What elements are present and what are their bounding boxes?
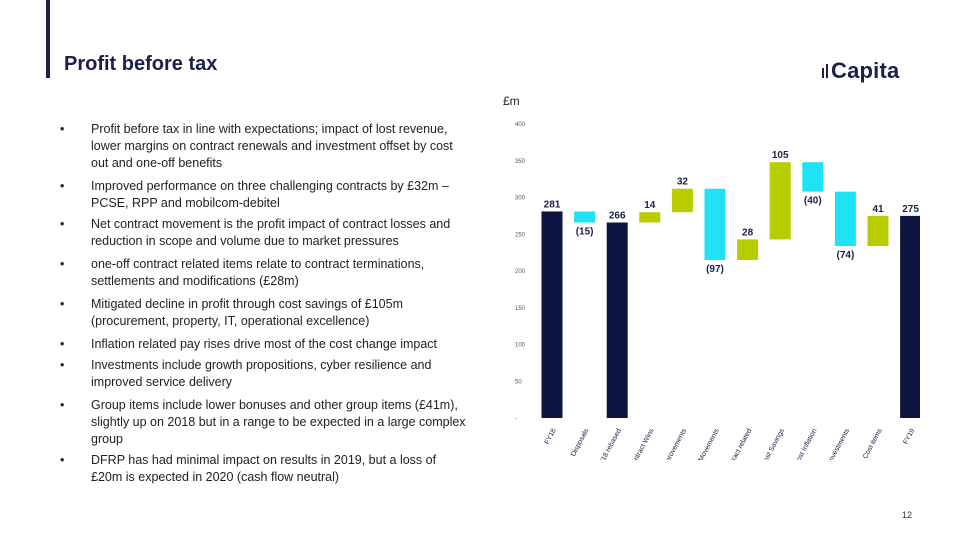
capita-logo: Capita [822, 56, 899, 86]
bullet-text: Group items include lower bonuses and ot… [91, 398, 466, 446]
data-label: (40) [804, 196, 822, 207]
bullet-item: • Investments include growth propositions… [60, 357, 470, 391]
logo-mark-icon [822, 64, 828, 78]
waterfall-bar [737, 239, 759, 260]
bullet-item: • Net contract movement is the profit imp… [60, 216, 470, 250]
waterfall-bar [671, 188, 693, 213]
y-tick-label: 350 [515, 159, 526, 165]
bullet-dot-icon: • [60, 122, 65, 136]
bullet-item: • Profit before tax in line with expectat… [60, 121, 470, 172]
unit-label: £m [503, 94, 520, 108]
bullet-dot-icon: • [60, 358, 65, 372]
waterfall-bar [639, 212, 661, 223]
bullet-dot-icon: • [60, 179, 65, 193]
y-tick-label: 100 [515, 343, 526, 349]
bullet-item: • Group items include lower bonuses and o… [60, 397, 470, 448]
data-label: 41 [872, 204, 884, 215]
waterfall-bar [769, 162, 791, 240]
waterfall-bar [541, 211, 563, 418]
data-label: 28 [742, 227, 754, 238]
bullet-text: DFRP has had minimal impact on results i… [91, 453, 437, 484]
data-label: (97) [706, 264, 724, 275]
waterfall-bar [802, 162, 824, 192]
bullet-text: Net contract movement is the profit impa… [91, 217, 451, 248]
bullet-text: Investments include growth propositions,… [91, 358, 432, 389]
waterfall-bar [704, 188, 726, 260]
y-tick-label: 400 [515, 122, 526, 128]
waterfall-bar [900, 215, 920, 418]
y-tick-label: 250 [515, 232, 526, 238]
x-category-label: FY19 [902, 428, 916, 446]
x-category-label: Disposals [570, 427, 591, 458]
bullet-text: Improved performance on three challengin… [91, 179, 449, 210]
y-tick-label: 150 [515, 306, 526, 312]
x-category-label: Contract Wins [629, 427, 656, 460]
waterfall-chart: - 50 100 150 200 250 300 350 400 281 FY18 (15) Dispo… [515, 122, 920, 460]
data-label: 266 [609, 210, 626, 221]
bullet-item: • DFRP has had minimal impact on results … [60, 452, 470, 486]
y-tick-label: 300 [515, 196, 526, 202]
waterfall-bar [606, 222, 628, 418]
bullet-dot-icon: • [60, 337, 65, 351]
bullet-dot-icon: • [60, 398, 65, 412]
bullet-dot-icon: • [60, 217, 65, 231]
page-title: Profit before tax [64, 53, 218, 75]
logo-text: Capita [831, 58, 900, 83]
waterfall-bar [574, 211, 596, 223]
bullet-dot-icon: • [60, 453, 65, 467]
bullet-item: • Mitigated decline in profit through cos… [60, 296, 470, 330]
data-label: 281 [544, 199, 561, 210]
bullet-dot-icon: • [60, 297, 65, 311]
x-category-label: FY18 rebased [596, 428, 623, 460]
bullet-item: • one-off contract related items relate t… [60, 256, 470, 290]
bullet-item: • Inflation related pay rises drive most … [60, 336, 470, 353]
data-label: 105 [772, 150, 789, 161]
y-tick-label: - [515, 416, 517, 422]
data-label: 14 [644, 200, 656, 211]
y-tick-label: 200 [515, 269, 526, 275]
bullet-list: • Profit before tax in line with expectat… [60, 116, 470, 486]
bullet-text: Mitigated decline in profit through cost… [91, 297, 403, 328]
x-category-label: FY18 [544, 428, 558, 446]
bullet-text: one-off contract related items relate to… [91, 257, 425, 288]
bullet-dot-icon: • [60, 257, 65, 271]
data-label: 275 [902, 204, 919, 215]
bullet-text: Inflation related pay rises drive most o… [91, 337, 438, 351]
y-tick-label: 50 [515, 379, 522, 385]
x-category-label: Cost Inflation [793, 428, 818, 460]
bullet-text: Profit before tax in line with expectati… [91, 122, 453, 170]
data-label: 32 [677, 177, 689, 188]
data-label: (15) [576, 226, 594, 237]
waterfall-bar [867, 215, 889, 247]
page-number: 12 [902, 510, 913, 520]
x-category-label: Investments [827, 427, 851, 460]
bullet-item: • Improved performance on three challengi… [60, 178, 470, 212]
data-label: (74) [837, 250, 855, 261]
waterfall-bar [834, 191, 856, 247]
accent-bar [46, 0, 50, 78]
